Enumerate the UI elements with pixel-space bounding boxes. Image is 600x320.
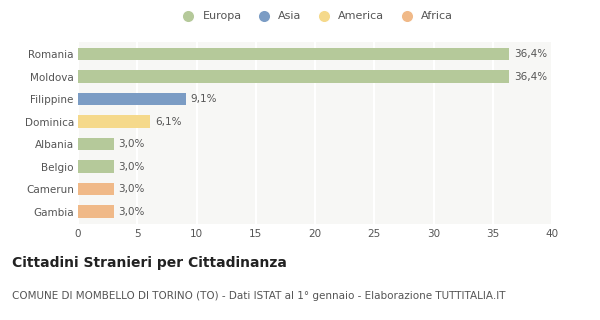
Bar	[78, 115, 150, 128]
Text: COMUNE DI MOMBELLO DI TORINO (TO) - Dati ISTAT al 1° gennaio - Elaborazione TUTT: COMUNE DI MOMBELLO DI TORINO (TO) - Dati…	[12, 291, 505, 301]
Bar	[78, 205, 113, 218]
Text: Cittadini Stranieri per Cittadinanza: Cittadini Stranieri per Cittadinanza	[12, 256, 287, 270]
Text: 9,1%: 9,1%	[191, 94, 217, 104]
Text: 3,0%: 3,0%	[118, 207, 145, 217]
Bar	[78, 93, 186, 105]
Bar	[78, 48, 509, 60]
Bar	[78, 183, 113, 195]
Bar	[78, 70, 509, 83]
Bar	[78, 160, 113, 173]
Text: 3,0%: 3,0%	[118, 184, 145, 194]
Text: 6,1%: 6,1%	[155, 116, 182, 126]
Text: 3,0%: 3,0%	[118, 162, 145, 172]
Text: 3,0%: 3,0%	[118, 139, 145, 149]
Text: 36,4%: 36,4%	[514, 49, 547, 59]
Bar	[78, 138, 113, 150]
Text: 36,4%: 36,4%	[514, 71, 547, 82]
Legend: Europa, Asia, America, Africa: Europa, Asia, America, Africa	[172, 7, 458, 26]
